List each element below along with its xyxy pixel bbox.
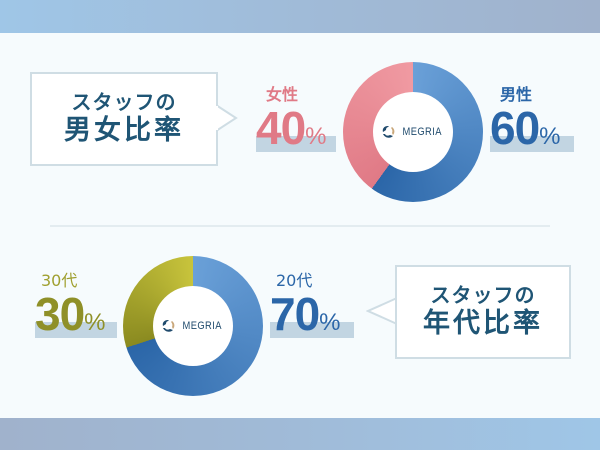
age30-label: 30代 xyxy=(41,271,78,290)
age20-stat: 20代 70% xyxy=(270,272,354,338)
gender-donut-chart: MEGRIA xyxy=(343,62,483,202)
age-ratio-bubble: スタッフの 年代比率 xyxy=(395,265,571,359)
male-value: 60 xyxy=(490,102,540,154)
female-value-box: 40% xyxy=(256,104,336,152)
age20-label: 20代 xyxy=(276,271,313,290)
gender-ratio-bubble: スタッフの 男女比率 xyxy=(30,72,218,166)
age-donut-chart: MEGRIA xyxy=(123,256,263,396)
header-band xyxy=(0,0,600,33)
megria-logo: MEGRIA xyxy=(161,319,225,333)
donut-center: MEGRIA xyxy=(373,92,453,172)
bubble-line1: スタッフの xyxy=(430,283,536,307)
female-label: 女性 xyxy=(266,85,299,104)
bubble-line1: スタッフの xyxy=(71,90,177,114)
donut-center: MEGRIA xyxy=(153,286,233,366)
male-unit: % xyxy=(539,123,561,150)
age30-stat: 30代 30% xyxy=(35,272,117,338)
age20-value-box: 70% xyxy=(270,290,354,338)
bubble-tail-left xyxy=(366,296,398,326)
age20-unit: % xyxy=(319,309,341,336)
age30-value-box: 30% xyxy=(35,290,117,338)
male-stat: 男性 60% xyxy=(490,86,574,152)
bubble-line2: 男女比率 xyxy=(64,115,184,146)
bubble-line2: 年代比率 xyxy=(423,308,543,339)
megria-logo-icon xyxy=(162,320,175,332)
bubble-tail-right xyxy=(216,103,238,133)
age20-value: 70 xyxy=(270,288,320,340)
section-divider xyxy=(50,225,550,227)
logo-text: MEGRIA xyxy=(402,126,442,138)
male-value-box: 60% xyxy=(490,104,574,152)
footer-band xyxy=(0,418,600,450)
female-stat: 女性 40% xyxy=(256,86,336,152)
megria-logo: MEGRIA xyxy=(381,125,445,139)
male-label: 男性 xyxy=(500,85,533,104)
female-unit: % xyxy=(305,123,327,150)
megria-logo-icon xyxy=(382,126,395,138)
female-value: 40 xyxy=(256,102,306,154)
logo-text: MEGRIA xyxy=(182,320,222,332)
age30-value: 30 xyxy=(35,288,85,340)
age30-unit: % xyxy=(84,309,106,336)
